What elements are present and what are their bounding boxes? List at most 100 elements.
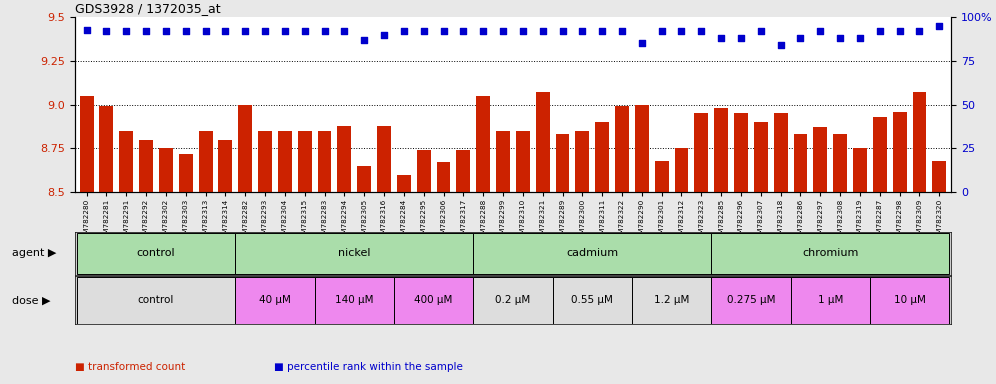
- Bar: [734, 113, 748, 192]
- Point: [713, 35, 729, 41]
- Bar: [794, 134, 808, 192]
- Text: 0.2 μM: 0.2 μM: [495, 295, 531, 306]
- Point: [99, 28, 115, 34]
- Point: [138, 28, 154, 34]
- Point: [852, 35, 868, 41]
- Point: [197, 28, 213, 34]
- Bar: [654, 161, 668, 192]
- Bar: [932, 161, 946, 192]
- Bar: [198, 131, 212, 192]
- Bar: [238, 105, 252, 192]
- Bar: [77, 233, 235, 274]
- Point: [357, 37, 373, 43]
- Bar: [711, 233, 949, 274]
- Bar: [714, 108, 728, 192]
- Bar: [315, 277, 394, 323]
- Bar: [139, 139, 153, 192]
- Bar: [179, 154, 192, 192]
- Bar: [377, 126, 391, 192]
- Bar: [394, 277, 473, 323]
- Point: [753, 28, 769, 34]
- Bar: [754, 122, 768, 192]
- Point: [257, 28, 273, 34]
- Bar: [634, 105, 648, 192]
- Text: 40 μM: 40 μM: [259, 295, 291, 306]
- Point: [337, 28, 353, 34]
- Text: 1.2 μM: 1.2 μM: [654, 295, 689, 306]
- Point: [237, 28, 253, 34]
- Bar: [536, 93, 550, 192]
- Bar: [80, 96, 94, 192]
- Bar: [834, 134, 847, 192]
- Point: [575, 28, 591, 34]
- Point: [158, 28, 174, 34]
- Point: [217, 28, 233, 34]
- Point: [653, 28, 669, 34]
- Text: 0.275 μM: 0.275 μM: [727, 295, 775, 306]
- Bar: [235, 277, 315, 323]
- Point: [833, 35, 849, 41]
- Text: dose ▶: dose ▶: [12, 295, 51, 306]
- Point: [911, 28, 927, 34]
- Point: [673, 28, 689, 34]
- Point: [395, 28, 411, 34]
- Point: [931, 23, 947, 29]
- Bar: [791, 277, 870, 323]
- Point: [633, 40, 649, 46]
- Text: 1 μM: 1 μM: [818, 295, 843, 306]
- Text: 400 μM: 400 μM: [414, 295, 453, 306]
- Bar: [456, 150, 470, 192]
- Text: 10 μM: 10 μM: [893, 295, 925, 306]
- Point: [793, 35, 809, 41]
- Bar: [218, 139, 232, 192]
- Bar: [912, 93, 926, 192]
- Point: [277, 28, 293, 34]
- Text: 0.55 μM: 0.55 μM: [572, 295, 614, 306]
- Bar: [631, 277, 711, 323]
- Point: [297, 28, 313, 34]
- Point: [773, 42, 789, 48]
- Bar: [496, 131, 510, 192]
- Point: [515, 28, 531, 34]
- Point: [495, 28, 511, 34]
- Bar: [814, 127, 828, 192]
- Point: [813, 28, 829, 34]
- Bar: [596, 122, 610, 192]
- Text: nickel: nickel: [338, 248, 371, 258]
- Point: [733, 35, 749, 41]
- Bar: [556, 134, 570, 192]
- Point: [455, 28, 471, 34]
- Point: [693, 28, 709, 34]
- Text: control: control: [137, 295, 174, 306]
- Point: [535, 28, 551, 34]
- Bar: [235, 233, 473, 274]
- Bar: [338, 126, 352, 192]
- Bar: [674, 148, 688, 192]
- Bar: [516, 131, 530, 192]
- Bar: [853, 148, 867, 192]
- Bar: [100, 106, 114, 192]
- Point: [595, 28, 611, 34]
- Bar: [473, 277, 553, 323]
- Text: ■ percentile rank within the sample: ■ percentile rank within the sample: [274, 362, 463, 372]
- Bar: [774, 113, 788, 192]
- Bar: [872, 117, 886, 192]
- Point: [615, 28, 630, 34]
- Bar: [318, 131, 332, 192]
- Bar: [576, 131, 590, 192]
- Point: [872, 28, 887, 34]
- Bar: [870, 277, 949, 323]
- Text: ■ transformed count: ■ transformed count: [75, 362, 185, 372]
- Point: [891, 28, 907, 34]
- Bar: [416, 150, 430, 192]
- Bar: [358, 166, 372, 192]
- Bar: [397, 175, 410, 192]
- Bar: [77, 277, 235, 323]
- Text: cadmium: cadmium: [566, 248, 619, 258]
- Bar: [711, 277, 791, 323]
- Point: [317, 28, 333, 34]
- Bar: [278, 131, 292, 192]
- Bar: [120, 131, 133, 192]
- Text: 140 μM: 140 μM: [335, 295, 374, 306]
- Bar: [159, 148, 173, 192]
